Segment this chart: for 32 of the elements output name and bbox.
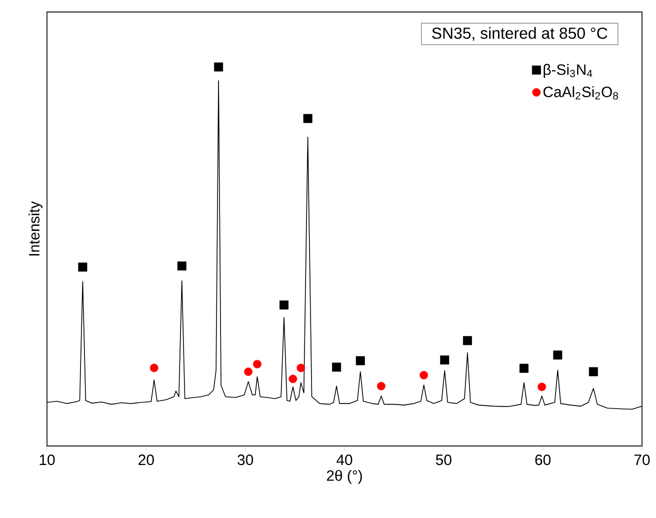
point: [356, 356, 365, 366]
point: [288, 374, 298, 384]
y-axis-title: Intensity: [28, 201, 42, 256]
point: [150, 364, 158, 372]
point: [376, 382, 386, 390]
point: [177, 261, 186, 270]
point: [553, 350, 562, 360]
point: [214, 62, 224, 72]
x-tick-label: 60: [535, 454, 551, 466]
chart-title: SN35, sintered at 850 °C: [432, 27, 608, 41]
x-tick-label: 70: [634, 454, 650, 466]
point: [420, 370, 428, 380]
point: [280, 300, 289, 310]
point: [303, 114, 312, 124]
x-tick-label: 10: [40, 454, 55, 466]
point: [296, 364, 306, 372]
point: [253, 360, 262, 368]
x-tick-label: 30: [238, 454, 254, 466]
point: [538, 382, 546, 392]
point: [519, 364, 528, 373]
x-tick-label: 20: [138, 454, 154, 466]
point: [462, 336, 472, 346]
point: [332, 362, 342, 372]
x-axis-title: 2θ (°): [326, 470, 362, 484]
point: [78, 262, 88, 272]
legend-label: β-Si$_{3}$N$_{4}$: [544, 64, 592, 78]
x-tick-label: 50: [436, 454, 452, 466]
x-tick-label: 40: [336, 454, 352, 466]
point: [244, 368, 253, 376]
legend-label: CaAl$_{2}$Si$_{2}$O$_{8}$: [543, 86, 618, 100]
point: [440, 355, 450, 364]
point: [588, 367, 598, 376]
